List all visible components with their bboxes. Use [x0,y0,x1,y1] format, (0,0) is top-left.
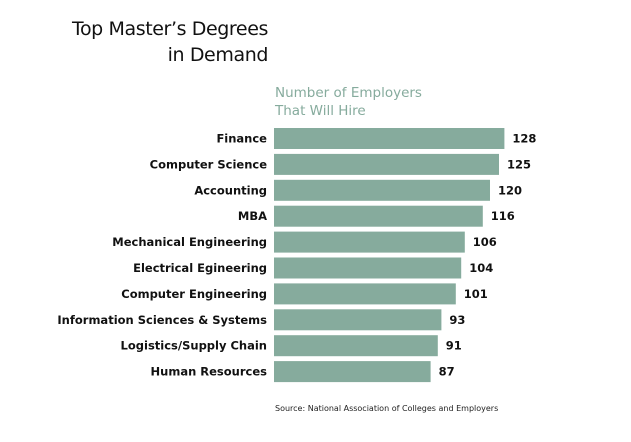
value-label: 106 [473,235,497,249]
category-label: Computer Engineering [121,287,267,301]
chart-title-line-1: Top Master’s Degrees [71,18,268,40]
value-label: 101 [464,287,488,301]
category-label: Electrical Egineering [133,261,267,275]
value-label: 91 [446,339,462,353]
value-label: 116 [491,209,515,223]
bar [274,153,499,175]
value-label: 128 [512,132,536,146]
category-label: Human Resources [151,365,268,379]
bar [274,257,462,279]
value-label: 104 [469,261,493,275]
bar [274,361,431,383]
category-label: Information Sciences & Systems [57,313,267,327]
value-label: 120 [498,183,522,197]
value-label: 125 [507,157,531,171]
chart-title-line-2: in Demand [167,44,269,66]
category-label: Finance [216,132,267,146]
category-label: Accounting [194,183,267,197]
category-label: Mechanical Engineering [112,235,267,249]
bar [274,179,490,201]
category-label: MBA [238,209,267,223]
value-label: 93 [449,313,465,327]
bar [274,309,442,331]
bar [274,335,438,357]
category-label: Logistics/Supply Chain [121,339,267,353]
bar [274,231,465,253]
chart-subtitle-line-2: That Will Hire [275,103,366,119]
bar [274,128,505,149]
value-label: 87 [439,365,455,379]
chart-subtitle: Number of Employers That Will Hire [275,84,422,120]
bar [274,283,456,305]
source-note: Source: National Association of Colleges… [275,404,499,413]
bar [274,205,483,227]
category-label: Computer Science [150,157,268,171]
chart-title: Top Master’s Degrees in Demand [40,16,268,68]
chart-subtitle-line-1: Number of Employers [275,85,422,101]
